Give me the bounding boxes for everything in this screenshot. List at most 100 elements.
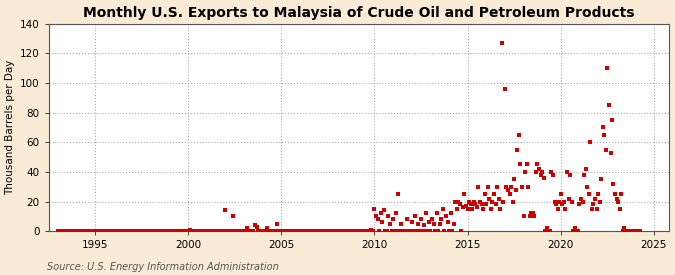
Point <box>245 229 256 233</box>
Point <box>374 229 385 233</box>
Point <box>221 229 232 233</box>
Point <box>217 229 227 233</box>
Point <box>219 229 230 233</box>
Point <box>276 229 287 233</box>
Point <box>467 207 478 211</box>
Point <box>540 229 551 233</box>
Point <box>223 229 234 233</box>
Point <box>591 207 602 211</box>
Point <box>279 229 290 233</box>
Point <box>310 229 321 233</box>
Point <box>478 207 489 211</box>
Point <box>165 229 176 233</box>
Point <box>127 229 138 233</box>
Point <box>414 229 425 233</box>
Point <box>151 229 161 233</box>
Point <box>240 229 251 233</box>
Point <box>110 229 121 233</box>
Point <box>631 229 642 233</box>
Point <box>360 229 371 233</box>
Point <box>618 229 628 233</box>
Point <box>599 133 610 137</box>
Point <box>577 199 588 204</box>
Point <box>377 220 387 224</box>
Point <box>117 229 128 233</box>
Point <box>233 229 244 233</box>
Point <box>192 229 203 233</box>
Point <box>259 229 269 233</box>
Point <box>102 229 113 233</box>
Point <box>622 229 633 233</box>
Point <box>169 229 180 233</box>
Point <box>172 229 183 233</box>
Point <box>337 229 348 233</box>
Point <box>387 217 398 221</box>
Point <box>582 185 593 189</box>
Point <box>237 229 248 233</box>
Point <box>198 229 209 233</box>
Point <box>450 199 460 204</box>
Point <box>66 229 77 233</box>
Point <box>520 170 531 174</box>
Point <box>366 227 377 232</box>
Point <box>380 229 391 233</box>
Point <box>493 196 504 201</box>
Point <box>205 229 215 233</box>
Point <box>416 217 427 221</box>
Point <box>475 199 485 204</box>
Point <box>510 188 521 192</box>
Point <box>158 229 169 233</box>
Point <box>338 229 349 233</box>
Point <box>209 229 220 233</box>
Point <box>84 229 95 233</box>
Point <box>136 229 147 233</box>
Point <box>234 229 245 233</box>
Point <box>105 229 116 233</box>
Point <box>97 229 108 233</box>
Point <box>537 170 547 174</box>
Point <box>167 229 178 233</box>
Point <box>90 229 101 233</box>
Point <box>400 229 411 233</box>
Point <box>142 229 153 233</box>
Point <box>605 150 616 155</box>
Point <box>512 147 522 152</box>
Point <box>281 229 292 233</box>
Point <box>503 188 514 192</box>
Point <box>301 229 312 233</box>
Point <box>194 229 205 233</box>
Point <box>122 229 133 233</box>
Point <box>568 229 578 233</box>
Point <box>180 229 190 233</box>
Point <box>319 229 330 233</box>
Point <box>614 207 625 211</box>
Point <box>613 199 624 204</box>
Point <box>72 229 83 233</box>
Point <box>498 199 509 204</box>
Point <box>140 229 151 233</box>
Point <box>183 229 194 233</box>
Point <box>506 185 516 189</box>
Point <box>549 199 560 204</box>
Point <box>244 229 254 233</box>
Point <box>533 167 544 171</box>
Point <box>267 229 277 233</box>
Point <box>111 229 122 233</box>
Point <box>288 229 299 233</box>
Point <box>113 229 124 233</box>
Point <box>231 229 242 233</box>
Point <box>607 118 618 122</box>
Point <box>341 229 352 233</box>
Point <box>115 229 126 233</box>
Point <box>459 192 470 196</box>
Point <box>491 185 502 189</box>
Point <box>610 192 620 196</box>
Point <box>411 229 422 233</box>
Point <box>226 229 237 233</box>
Point <box>616 192 626 196</box>
Point <box>128 229 139 233</box>
Point <box>323 229 333 233</box>
Point <box>423 220 434 224</box>
Point <box>170 229 181 233</box>
Point <box>70 229 80 233</box>
